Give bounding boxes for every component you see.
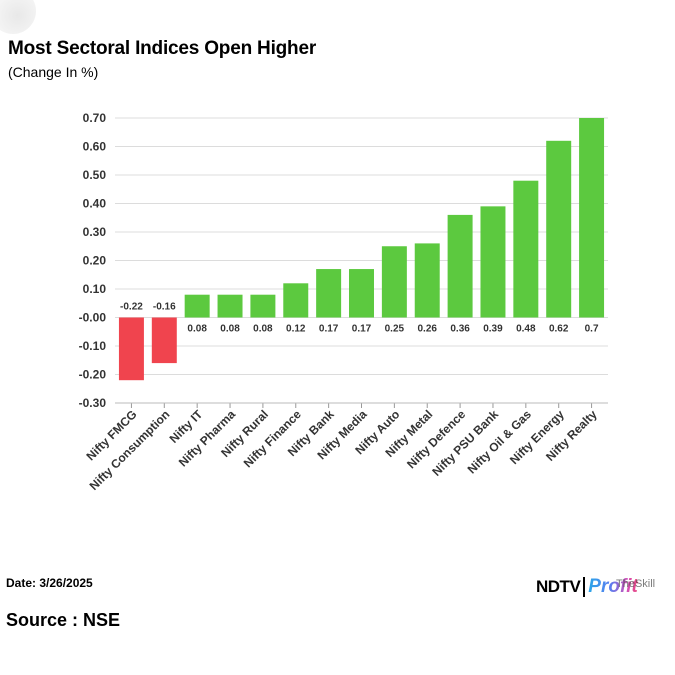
data-label: 0.62: [549, 324, 569, 335]
bar: [381, 246, 407, 318]
bar: [316, 269, 342, 318]
source-label: Source : NSE: [6, 610, 121, 630]
data-label: 0.36: [450, 324, 470, 335]
bar: [546, 140, 572, 318]
data-label: 0.7: [585, 324, 599, 335]
data-label: 0.26: [417, 324, 437, 335]
data-label: 0.08: [220, 324, 240, 335]
bar: [447, 214, 473, 318]
data-label: 0.17: [352, 324, 372, 335]
bar: [414, 243, 440, 318]
logo-watermark: TheSkill: [616, 578, 656, 590]
bar: [217, 294, 243, 318]
bar-chart: 0.70 0.60 0.50 0.40 0.30 0.20 0.10 -0.00 -0.10 -0…: [79, 111, 608, 493]
data-label: 0.39: [483, 324, 503, 335]
y-tick-label: 0.50: [83, 168, 107, 182]
chart-title: Most Sectoral Indices Open Higher: [8, 38, 317, 59]
data-label: -0.22: [120, 302, 143, 313]
y-tick-label: -0.20: [79, 368, 107, 382]
bar: [283, 283, 309, 318]
y-tick-label: 0.30: [83, 225, 107, 239]
bar: [349, 269, 374, 318]
data-label: 0.25: [385, 324, 405, 335]
data-label: 0.48: [516, 324, 536, 335]
y-tick-label: 0.10: [83, 282, 107, 296]
data-label: 0.17: [319, 324, 339, 335]
bar: [513, 180, 539, 318]
data-label: 0.12: [286, 324, 306, 335]
date-label: Date: 3/26/2025: [6, 576, 93, 590]
chart-subtitle: (Change In %): [8, 64, 99, 80]
ndtv-profit-logo: NDTV Profit TheSkill: [536, 576, 675, 602]
y-tick-label: 0.20: [83, 254, 107, 268]
bar: [250, 294, 276, 318]
logo-ndtv-text: NDTV: [536, 577, 581, 596]
y-tick-label: 0.60: [83, 140, 107, 154]
bar: [151, 317, 177, 364]
y-tick-label: 0.70: [83, 111, 107, 125]
y-tick-label: -0.00: [79, 311, 107, 325]
bar: [118, 317, 144, 381]
logo-divider: [583, 577, 586, 597]
bar: [480, 206, 506, 318]
bar: [184, 294, 210, 318]
data-label: 0.08: [187, 324, 207, 335]
data-label: -0.16: [153, 302, 176, 313]
logo-profit-text: Profit: [588, 576, 638, 597]
bar: [579, 118, 605, 318]
y-tick-label: 0.40: [83, 197, 107, 211]
data-label: 0.08: [253, 324, 273, 335]
y-tick-label: -0.30: [79, 396, 107, 410]
y-tick-label: -0.10: [79, 339, 107, 353]
